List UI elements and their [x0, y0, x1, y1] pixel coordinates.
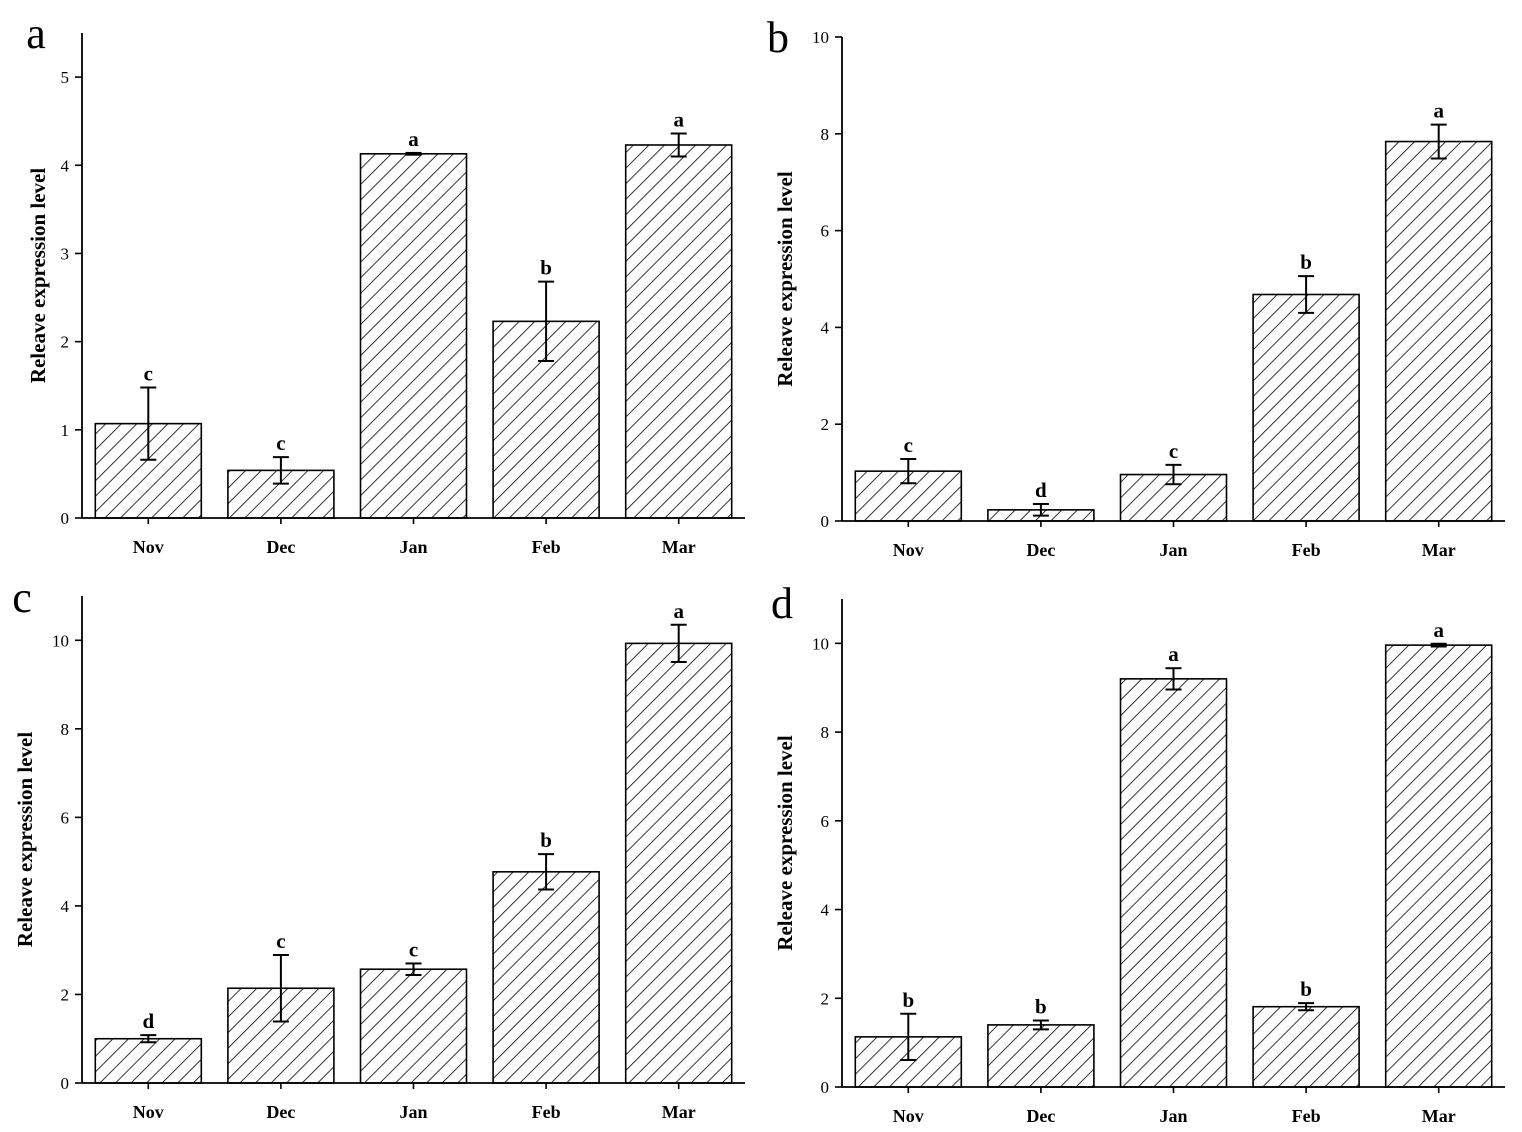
- bar-jan: [359, 153, 468, 519]
- y-tick-label: 6: [821, 812, 830, 831]
- y-tick-label: 8: [821, 125, 830, 144]
- x-tick-label: Dec: [1026, 540, 1055, 560]
- significance-label: b: [1300, 977, 1312, 1001]
- bar-feb: [492, 871, 600, 1084]
- x-tick-label: Jan: [399, 537, 427, 557]
- y-tick-label: 5: [61, 68, 70, 87]
- y-tick-label: 4: [821, 901, 830, 920]
- y-axis-label: Releave expression level: [773, 171, 797, 387]
- significance-label: c: [1169, 439, 1178, 463]
- x-tick-label: Jan: [1159, 1106, 1187, 1126]
- x-tick-label: Dec: [266, 537, 295, 557]
- significance-label: c: [904, 433, 913, 457]
- y-tick-label: 6: [821, 222, 830, 241]
- significance-label: b: [1300, 250, 1312, 274]
- y-tick-label: 2: [61, 333, 70, 352]
- panel-a: a Releave expression level c Nov c Dec a Jan b Fe…: [26, 9, 745, 557]
- bar-nov: [94, 1037, 203, 1084]
- y-tick-label: 4: [61, 897, 70, 916]
- panel-letter: b: [767, 13, 789, 62]
- significance-label: a: [1433, 618, 1444, 642]
- significance-label: a: [1168, 642, 1179, 666]
- x-tick-label: Nov: [893, 540, 924, 560]
- x-tick-label: Mar: [1422, 540, 1456, 560]
- y-tick-label: 2: [821, 989, 830, 1008]
- bar-mar: [1384, 140, 1493, 522]
- x-tick-label: Mar: [662, 537, 696, 557]
- significance-label: b: [540, 828, 552, 852]
- bar-mar: [1384, 644, 1493, 1088]
- panel-letter: c: [12, 573, 32, 622]
- panel-c: c Releave expression level d Nov c Dec c Jan b Fe…: [12, 573, 745, 1122]
- panel-d: d Releave expression level b Nov b Dec a Jan b Fe…: [771, 579, 1505, 1126]
- y-axis-label: Releave expression level: [773, 735, 797, 951]
- bar-feb: [1252, 293, 1360, 522]
- y-tick-label: 8: [821, 723, 830, 742]
- bar-feb: [1252, 1005, 1360, 1088]
- bar-mar: [624, 642, 733, 1084]
- significance-label: a: [673, 108, 684, 132]
- x-tick-label: Nov: [893, 1106, 924, 1126]
- y-tick-label: 0: [821, 1078, 830, 1097]
- y-tick-label: 0: [821, 512, 830, 531]
- y-tick-label: 10: [52, 631, 69, 650]
- x-tick-label: Feb: [1292, 540, 1321, 560]
- y-tick-label: 4: [61, 156, 70, 175]
- y-tick-label: 8: [61, 720, 70, 739]
- significance-label: a: [1433, 99, 1444, 123]
- y-tick-label: 6: [61, 808, 70, 827]
- significance-label: d: [142, 1009, 154, 1033]
- y-tick-label: 0: [61, 509, 70, 528]
- significance-label: b: [902, 988, 914, 1012]
- panel-letter: d: [771, 579, 793, 628]
- y-tick-label: 2: [821, 415, 830, 434]
- x-tick-label: Feb: [1292, 1106, 1321, 1126]
- y-tick-label: 2: [61, 985, 70, 1004]
- x-tick-label: Dec: [1026, 1106, 1055, 1126]
- significance-label: c: [144, 361, 153, 385]
- bar-jan: [1119, 678, 1228, 1088]
- significance-label: c: [276, 431, 285, 455]
- y-tick-label: 4: [821, 318, 830, 337]
- bar-dec: [987, 1024, 1095, 1088]
- y-tick-label: 3: [61, 244, 70, 263]
- panel-letter: a: [26, 9, 46, 58]
- bar-mar: [624, 144, 733, 519]
- significance-label: b: [540, 256, 552, 280]
- significance-label: b: [1035, 994, 1047, 1018]
- x-tick-label: Jan: [399, 1102, 427, 1122]
- x-tick-label: Dec: [266, 1102, 295, 1122]
- x-tick-label: Nov: [133, 1102, 164, 1122]
- x-tick-label: Feb: [532, 537, 561, 557]
- x-tick-label: Feb: [532, 1102, 561, 1122]
- panel-b: b Releave expression level c Nov d Dec c Jan b Fe…: [767, 13, 1505, 560]
- y-axis-label: Releave expression level: [26, 168, 50, 384]
- x-tick-label: Nov: [133, 537, 164, 557]
- x-tick-label: Mar: [662, 1102, 696, 1122]
- significance-label: c: [276, 929, 285, 953]
- bar-jan: [359, 968, 468, 1084]
- y-axis-label: Releave expression level: [13, 732, 37, 948]
- significance-label: a: [408, 127, 419, 151]
- significance-label: d: [1035, 478, 1047, 502]
- y-tick-label: 10: [812, 634, 829, 653]
- significance-label: a: [673, 599, 684, 623]
- x-tick-label: Jan: [1159, 540, 1187, 560]
- x-tick-label: Mar: [1422, 1106, 1456, 1126]
- y-tick-label: 1: [61, 421, 70, 440]
- y-tick-label: 10: [812, 28, 829, 47]
- significance-label: c: [409, 937, 418, 961]
- y-tick-label: 0: [61, 1074, 70, 1093]
